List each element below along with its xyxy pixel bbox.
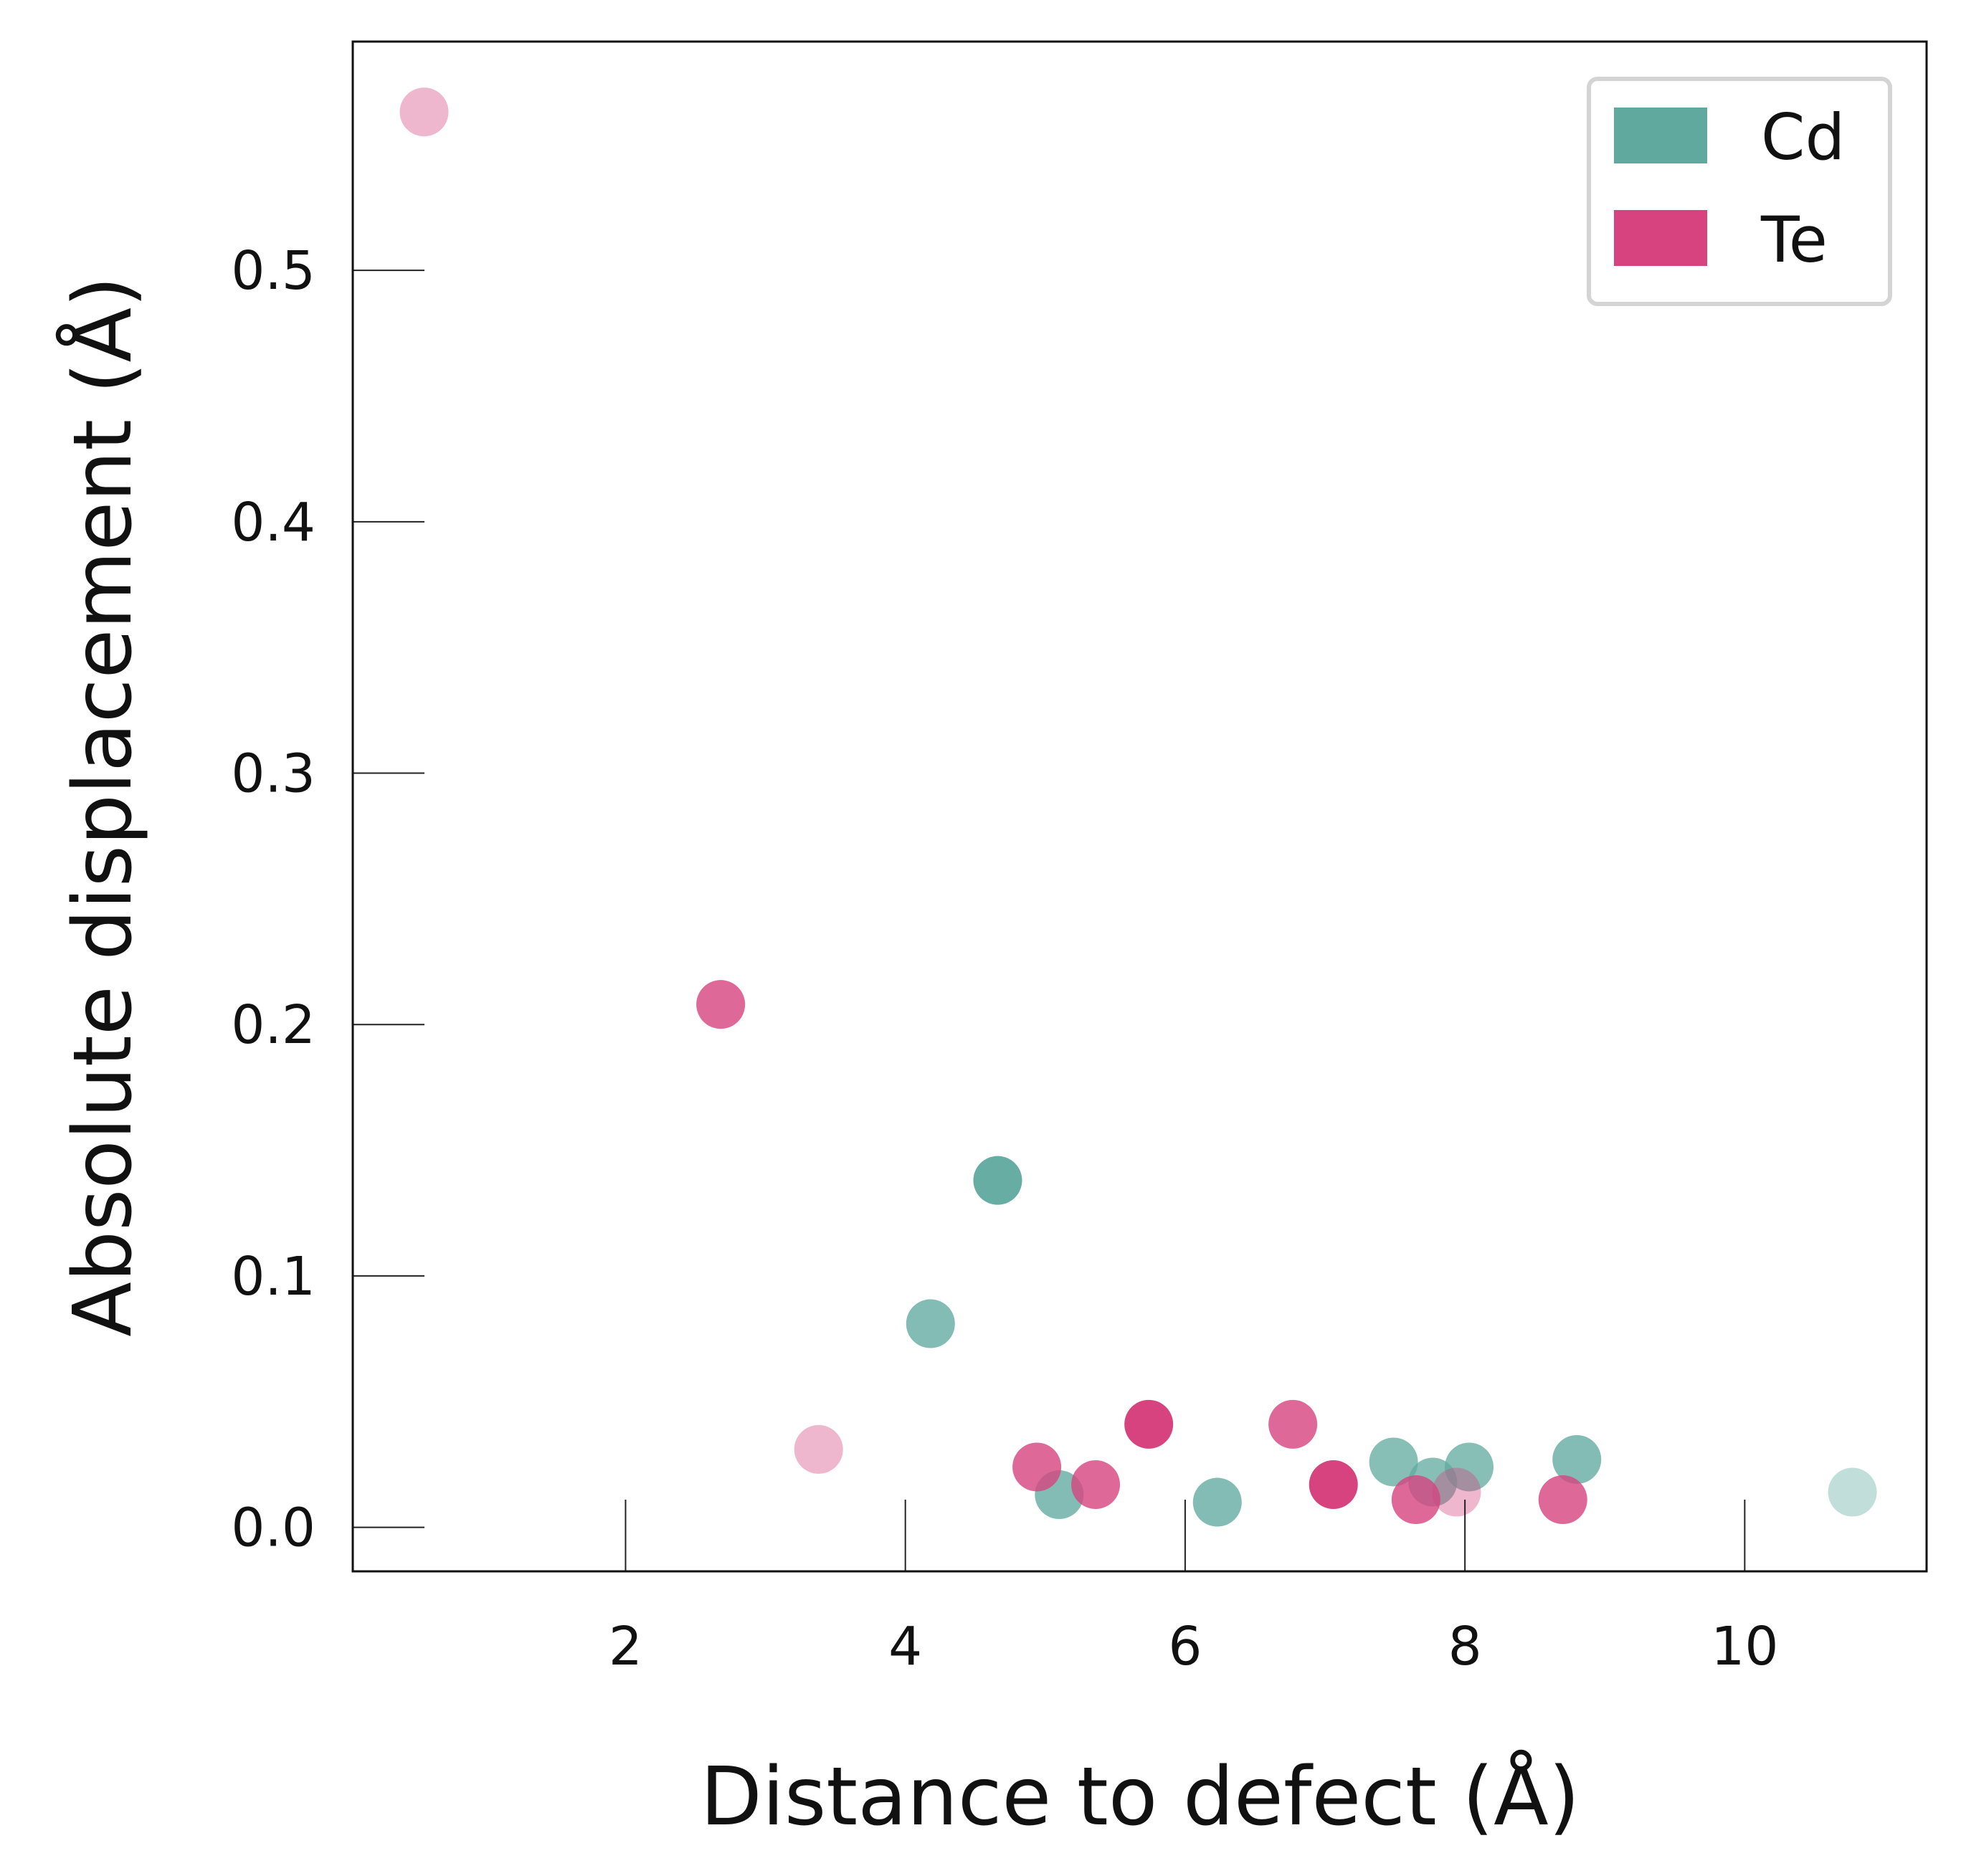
legend: Cd Te [1587, 77, 1892, 306]
data-point-cd [1828, 1467, 1877, 1517]
y-tick-label: 0.5 [231, 240, 315, 302]
data-point-cd [1369, 1437, 1418, 1487]
data-point-cd [1444, 1442, 1494, 1492]
data-point-cd [1552, 1434, 1602, 1484]
y-tick-label: 0.4 [231, 492, 315, 553]
data-point-te [1309, 1460, 1358, 1510]
data-point-te [1391, 1475, 1440, 1525]
data-point-te [399, 87, 449, 137]
x-tick-label: 6 [1168, 1616, 1202, 1677]
data-point-te [1538, 1475, 1587, 1525]
data-point-cd [973, 1156, 1022, 1205]
data-point-te [1124, 1399, 1174, 1449]
y-tick-label: 0.0 [231, 1498, 315, 1559]
axis-ticks: 0.0 0.1 0.2 0.3 0.4 0.5 2 4 6 8 10 [231, 240, 1778, 1677]
x-tick-label: 2 [609, 1616, 642, 1677]
y-tick-label: 0.1 [231, 1246, 315, 1308]
x-tick-label: 4 [888, 1616, 922, 1677]
data-point-te [1071, 1460, 1121, 1510]
y-tick-label: 0.3 [231, 743, 315, 805]
data-point-cd [1192, 1477, 1242, 1527]
data-point-te [696, 980, 746, 1029]
x-tick-label: 8 [1448, 1616, 1482, 1677]
x-axis-title: Distance to defect (Å) [701, 1750, 1580, 1844]
data-point-cd [906, 1299, 955, 1348]
legend-swatch-te [1614, 210, 1707, 266]
legend-label-te: Te [1760, 203, 1828, 277]
x-tick-label: 10 [1711, 1616, 1778, 1677]
y-tick-label: 0.2 [231, 994, 315, 1056]
legend-swatch-cd [1614, 108, 1707, 163]
data-point-te [1012, 1442, 1062, 1492]
y-axis-title: Absolute displacement (Å) [56, 276, 150, 1337]
data-point-te [1268, 1399, 1318, 1449]
data-points [399, 87, 1877, 1527]
plot-frame [351, 40, 1928, 1573]
data-point-te [794, 1424, 843, 1474]
legend-label-cd: Cd [1761, 100, 1845, 174]
data-point-te [1432, 1467, 1481, 1517]
